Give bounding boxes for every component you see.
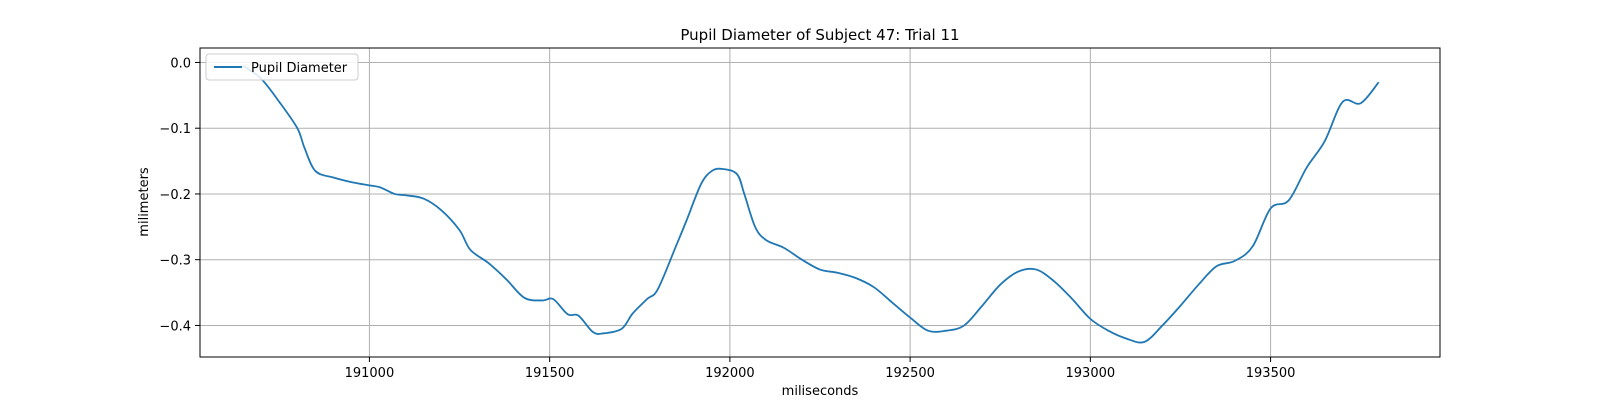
y-axis-ticks: 0.0 −0.1 −0.2 −0.3 −0.4 bbox=[159, 56, 200, 334]
legend-box bbox=[205, 53, 359, 81]
x-tick-label: 193000 bbox=[1066, 366, 1116, 381]
y-tick-label: 0.0 bbox=[170, 56, 191, 71]
x-tick-label: 193500 bbox=[1246, 366, 1296, 381]
plot-frame bbox=[199, 47, 1441, 358]
legend-label-pupil-diameter: Pupil Diameter bbox=[251, 61, 348, 76]
y-tick-label: −0.3 bbox=[159, 254, 191, 269]
x-tick-label: 191500 bbox=[525, 366, 575, 381]
series-line-pupil-diameter bbox=[242, 65, 1380, 344]
x-axis-label: miliseconds bbox=[782, 384, 859, 399]
y-tick-label: −0.1 bbox=[159, 122, 191, 137]
x-tick-label: 191000 bbox=[345, 366, 395, 381]
x-tick-label: 192000 bbox=[705, 366, 755, 381]
series-layer bbox=[242, 65, 1380, 344]
chart-title: Pupil Diameter of Subject 47: Trial 11 bbox=[680, 26, 959, 44]
y-axis-label: milimeters bbox=[137, 167, 152, 237]
legend: Pupil Diameter bbox=[205, 53, 359, 81]
x-axis-ticks: 191000 191500 192000 192500 193000 193500 bbox=[345, 357, 1296, 381]
grid bbox=[200, 48, 1440, 357]
x-tick-label: 192500 bbox=[885, 366, 935, 381]
y-tick-label: −0.2 bbox=[159, 188, 191, 203]
y-tick-label: −0.4 bbox=[159, 319, 191, 334]
